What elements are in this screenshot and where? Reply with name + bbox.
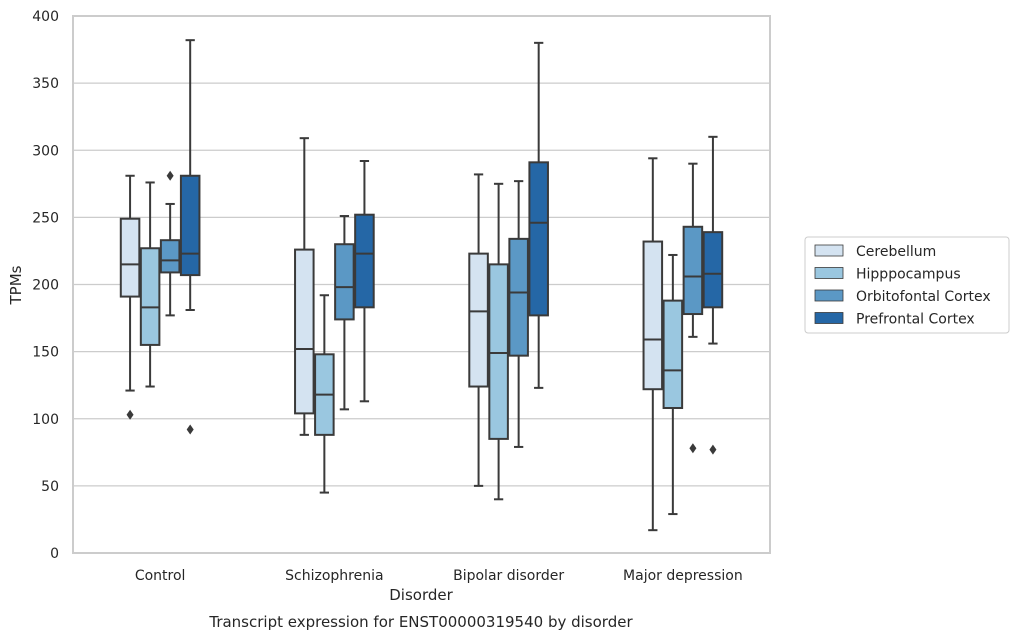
y-tick-label: 100: [32, 412, 59, 428]
box-iqr: [119, 217, 141, 298]
box-orbitofontal-cortex: [682, 162, 704, 454]
box-iqr: [334, 243, 355, 321]
box-groups: [119, 39, 724, 532]
box-iqr: [508, 237, 529, 357]
box-iqr: [488, 263, 509, 440]
y-tick-label: 350: [32, 76, 59, 92]
box-hipppocampus: [314, 294, 335, 494]
y-axis-ticks: 0 50 100 150 200 250 300 350 400: [32, 9, 59, 562]
box-hipppocampus: [139, 181, 161, 388]
legend-label: Hipppocampus: [856, 267, 961, 283]
box-iqr: [139, 247, 161, 346]
box-iqr: [528, 161, 549, 317]
y-tick-label: 400: [32, 9, 59, 25]
plot-frame: [72, 15, 771, 554]
y-tick-label: 0: [50, 546, 59, 562]
box-prefrontal-cortex: [179, 39, 201, 435]
x-axis-label: Disorder: [389, 586, 453, 604]
box-hipppocampus: [488, 182, 509, 501]
box-iqr: [159, 239, 181, 274]
box-iqr: [702, 231, 724, 309]
y-tick-label: 250: [32, 210, 59, 226]
y-tick-label: 300: [32, 143, 59, 159]
x-tick-label: Bipolar disorder: [453, 568, 564, 584]
box-prefrontal-cortex: [354, 159, 375, 403]
x-tick-label: Schizophrenia: [285, 568, 383, 584]
box-iqr: [662, 299, 684, 410]
box-orbitofontal-cortex: [508, 180, 529, 448]
box-prefrontal-cortex: [702, 135, 724, 455]
outlier-point: [126, 409, 134, 420]
y-tick-label: 200: [32, 278, 59, 294]
box-prefrontal-cortex: [528, 41, 549, 389]
x-tick-label: Major depression: [623, 568, 743, 584]
y-tick-label: 50: [41, 479, 59, 495]
box-orbitofontal-cortex: [159, 170, 181, 317]
box-iqr: [468, 252, 489, 388]
y-tick-label: 150: [32, 345, 59, 361]
outlier-point: [709, 444, 717, 455]
box-cerebellum: [468, 173, 489, 487]
chart-caption: Transcript expression for ENST0000031954…: [208, 613, 633, 631]
box-cerebellum: [119, 174, 141, 420]
box-cerebellum: [642, 157, 664, 532]
legend-label: Prefrontal Cortex: [856, 312, 975, 328]
outlier-point: [166, 170, 174, 181]
outlier-point: [186, 424, 194, 435]
outlier-point: [689, 443, 697, 454]
box-iqr: [294, 248, 315, 415]
box-iqr: [682, 225, 704, 316]
x-tick-label: Control: [135, 568, 186, 584]
legend: Cerebellum Hipppocampus Orbitofontal Corte…: [804, 236, 1010, 334]
box-iqr: [642, 240, 664, 391]
legend-swatch: [814, 289, 844, 302]
legend-label: Orbitofontal Cortex: [856, 289, 991, 305]
box-iqr: [179, 174, 201, 277]
legend-swatch: [814, 244, 844, 257]
gridlines: [73, 15, 770, 554]
box-orbitofontal-cortex: [334, 215, 355, 411]
x-axis-ticks: Control Schizophrenia Bipolar disorder Majo…: [135, 568, 743, 584]
box-cerebellum: [294, 137, 315, 436]
legend-swatch: [814, 267, 844, 279]
y-axis-label: TPMs: [7, 265, 25, 305]
legend-frame: [804, 236, 1010, 334]
box-iqr: [354, 213, 375, 309]
box-hipppocampus: [662, 253, 684, 516]
legend-swatch: [814, 312, 844, 324]
legend-label: Cerebellum: [856, 244, 936, 260]
